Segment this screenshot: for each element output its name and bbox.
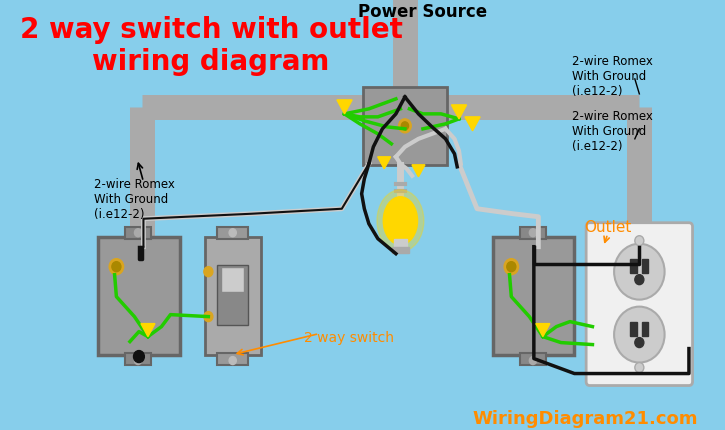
Polygon shape (412, 166, 425, 177)
Circle shape (112, 262, 121, 272)
Circle shape (204, 312, 213, 322)
Bar (642, 322, 648, 336)
Bar (521, 353, 546, 365)
Circle shape (134, 357, 141, 365)
Circle shape (529, 229, 536, 237)
Ellipse shape (377, 190, 424, 252)
Bar (218, 353, 248, 365)
Circle shape (635, 275, 644, 285)
Bar (125, 227, 151, 239)
Text: 2 way switch with outlet: 2 way switch with outlet (20, 16, 402, 44)
Text: 2-wire Romex
With Ground
(i.e12-2): 2-wire Romex With Ground (i.e12-2) (572, 55, 652, 98)
Text: WiringDiagram21.com: WiringDiagram21.com (473, 409, 698, 427)
Polygon shape (337, 101, 352, 114)
Circle shape (507, 262, 515, 272)
Circle shape (399, 120, 411, 134)
Text: Outlet: Outlet (584, 220, 631, 235)
Circle shape (133, 351, 144, 363)
Text: 2-wire Romex
With Ground
(i.e12-2): 2-wire Romex With Ground (i.e12-2) (94, 177, 175, 220)
Text: 2 way switch: 2 way switch (304, 330, 394, 344)
Circle shape (229, 357, 236, 365)
Circle shape (204, 267, 213, 277)
Circle shape (504, 259, 518, 275)
Polygon shape (536, 324, 550, 337)
Circle shape (614, 307, 665, 363)
Circle shape (635, 236, 644, 246)
Bar (392, 247, 408, 253)
FancyBboxPatch shape (586, 223, 692, 386)
Bar (630, 259, 637, 273)
Polygon shape (452, 106, 467, 120)
Ellipse shape (384, 197, 418, 245)
Text: 2-wire Romex
With Ground
(i.e12-2): 2-wire Romex With Ground (i.e12-2) (572, 110, 652, 153)
Bar (218, 227, 248, 239)
Circle shape (635, 338, 644, 348)
Text: wiring diagram: wiring diagram (92, 48, 330, 76)
FancyBboxPatch shape (362, 88, 447, 166)
Bar (394, 239, 407, 249)
FancyBboxPatch shape (204, 237, 261, 355)
Circle shape (529, 357, 536, 365)
Bar (218, 265, 248, 325)
Text: Power Source: Power Source (358, 3, 487, 21)
Circle shape (614, 244, 665, 300)
Polygon shape (141, 324, 155, 337)
Polygon shape (465, 117, 480, 132)
Bar (221, 267, 244, 292)
Circle shape (229, 229, 236, 237)
Circle shape (109, 259, 123, 275)
Circle shape (134, 229, 141, 237)
Bar (642, 259, 648, 273)
Polygon shape (378, 157, 391, 169)
FancyBboxPatch shape (493, 237, 574, 355)
Bar (630, 322, 637, 336)
Circle shape (402, 123, 408, 131)
FancyBboxPatch shape (99, 237, 180, 355)
Bar (521, 227, 546, 239)
Circle shape (635, 363, 644, 373)
Bar (125, 353, 151, 365)
